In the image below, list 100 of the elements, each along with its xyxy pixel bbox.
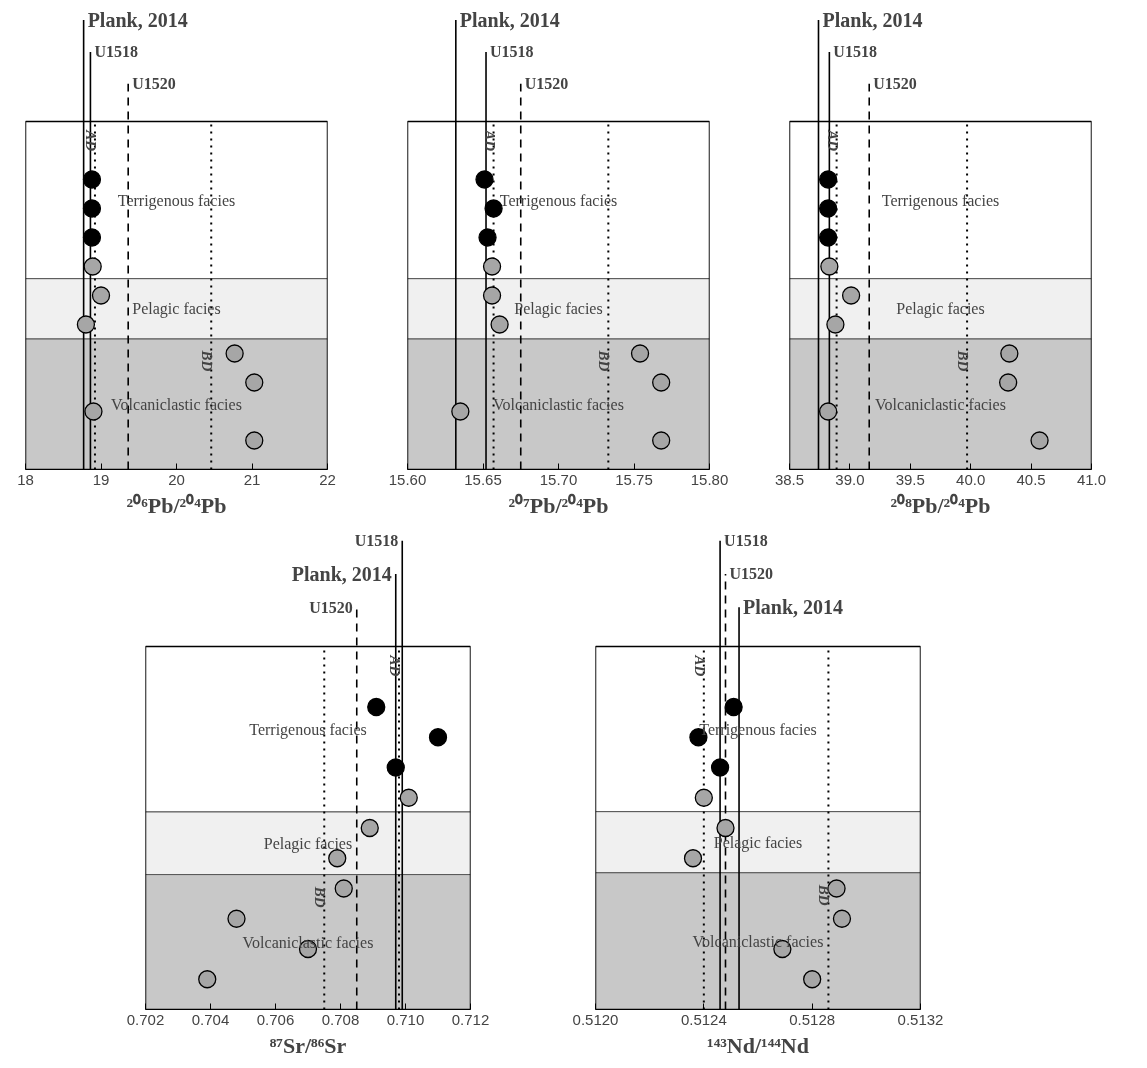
point xyxy=(490,315,509,334)
ref-line-label: Plank, 2014 xyxy=(743,596,844,619)
point xyxy=(482,286,502,305)
point xyxy=(694,788,713,807)
ref-line-label: U1518 xyxy=(833,43,877,61)
band-label: Pelagic facies xyxy=(132,300,221,319)
ref-line-label: BD xyxy=(312,885,329,908)
point xyxy=(803,970,822,989)
point xyxy=(819,199,838,218)
x-tick-label: 0.704 xyxy=(191,1010,230,1028)
point xyxy=(91,286,111,305)
point xyxy=(1000,344,1019,363)
point xyxy=(245,431,264,450)
ref-line-label: BD xyxy=(955,349,972,372)
point xyxy=(82,170,102,189)
band-label: Terrigenous facies xyxy=(881,191,1000,210)
x-tick-label: 15.75 xyxy=(615,470,653,488)
x-axis-title: ²⁰⁸Pb/²⁰⁴Pb xyxy=(890,492,991,518)
x-tick-label: 40.5 xyxy=(1016,470,1046,488)
point xyxy=(826,315,845,334)
x-tick-label: 15.65 xyxy=(464,470,502,488)
x-tick-label: 0.706 xyxy=(256,1010,295,1028)
ref-line-label: Plank, 2014 xyxy=(822,9,923,31)
point xyxy=(475,170,494,189)
x-tick-label: 20 xyxy=(168,470,185,488)
point xyxy=(819,228,838,247)
point xyxy=(428,728,448,747)
x-tick-label: 15.80 xyxy=(690,470,729,488)
point xyxy=(82,228,102,247)
x-tick-label: 40.0 xyxy=(956,470,986,488)
x-axis-title: ⁸⁷Sr/⁸⁶Sr xyxy=(269,1032,347,1058)
point xyxy=(819,170,838,189)
point xyxy=(360,818,379,838)
point xyxy=(819,402,838,421)
ref-line-label: U1520 xyxy=(309,598,353,616)
point xyxy=(999,373,1018,392)
point xyxy=(198,970,217,989)
point xyxy=(724,697,743,717)
point xyxy=(841,286,861,305)
ref-line-label: Plank, 2014 xyxy=(291,562,392,585)
point xyxy=(652,373,671,392)
ref-line-label: AD xyxy=(691,654,708,677)
ref-line-label: AD xyxy=(387,654,403,677)
point xyxy=(630,344,650,363)
x-tick-label: 0.5132 xyxy=(897,1010,944,1028)
x-axis-title: ¹⁴³Nd/¹⁴⁴Nd xyxy=(707,1032,809,1058)
ref-line-label: Plank, 2014 xyxy=(459,9,560,31)
x-tick-label: 0.5128 xyxy=(789,1010,836,1028)
band-label: Volcaniclastic facies xyxy=(111,395,242,413)
point xyxy=(84,402,103,421)
band-label: Pelagic facies xyxy=(896,300,985,319)
point xyxy=(367,697,386,717)
band-label: Volcaniclastic facies xyxy=(493,395,624,413)
point xyxy=(83,257,102,276)
band-label: Terrigenous facies xyxy=(117,191,236,210)
ref-line-label: AD xyxy=(481,129,498,152)
x-tick-label: 21 xyxy=(243,470,261,488)
ref-line-label: U1520 xyxy=(729,565,774,583)
point xyxy=(832,909,852,928)
x-tick-label: 41.0 xyxy=(1076,470,1107,488)
ref-line-label: U1518 xyxy=(724,532,768,550)
point xyxy=(245,373,264,392)
x-tick-label: 39.5 xyxy=(895,470,925,488)
ref-line-label: U1520 xyxy=(132,75,176,93)
point xyxy=(710,758,730,777)
point xyxy=(478,228,497,247)
point xyxy=(227,909,246,928)
point xyxy=(820,257,839,276)
point xyxy=(82,199,102,218)
x-tick-label: 38.5 xyxy=(774,470,805,488)
point xyxy=(1030,431,1049,450)
point xyxy=(76,315,96,334)
ref-line-label: U1518 xyxy=(354,532,399,550)
point xyxy=(334,879,353,898)
band-label: Pelagic facies xyxy=(263,834,353,853)
ref-line-label: U1520 xyxy=(524,75,569,93)
ref-line-label: BD xyxy=(816,883,833,906)
band-label: Terrigenous facies xyxy=(249,720,367,739)
x-axis-title: ²⁰⁶Pb/²⁰⁴Pb xyxy=(126,492,227,518)
x-tick-label: 22 xyxy=(319,470,336,488)
point xyxy=(225,344,244,363)
point xyxy=(652,431,671,450)
x-tick-label: 15.60 xyxy=(388,470,427,488)
x-tick-label: 15.70 xyxy=(539,470,578,488)
point xyxy=(827,879,846,898)
x-tick-label: 0.5120 xyxy=(572,1010,619,1028)
point xyxy=(328,849,347,868)
x-tick-label: 0.710 xyxy=(386,1010,425,1028)
point xyxy=(716,818,735,838)
point xyxy=(386,758,405,777)
ref-line-label: Plank, 2014 xyxy=(87,9,188,31)
point xyxy=(482,257,502,276)
x-tick-label: 0.5124 xyxy=(680,1010,727,1028)
x-tick-label: 18 xyxy=(17,470,34,488)
band-label: Volcaniclastic facies xyxy=(875,395,1006,413)
ref-line-label: AD xyxy=(82,129,99,152)
x-tick-label: 0.702 xyxy=(126,1010,165,1028)
ref-line-label: BD xyxy=(596,349,613,372)
ref-line-label: U1518 xyxy=(94,43,138,61)
x-tick-label: 0.708 xyxy=(321,1010,360,1028)
